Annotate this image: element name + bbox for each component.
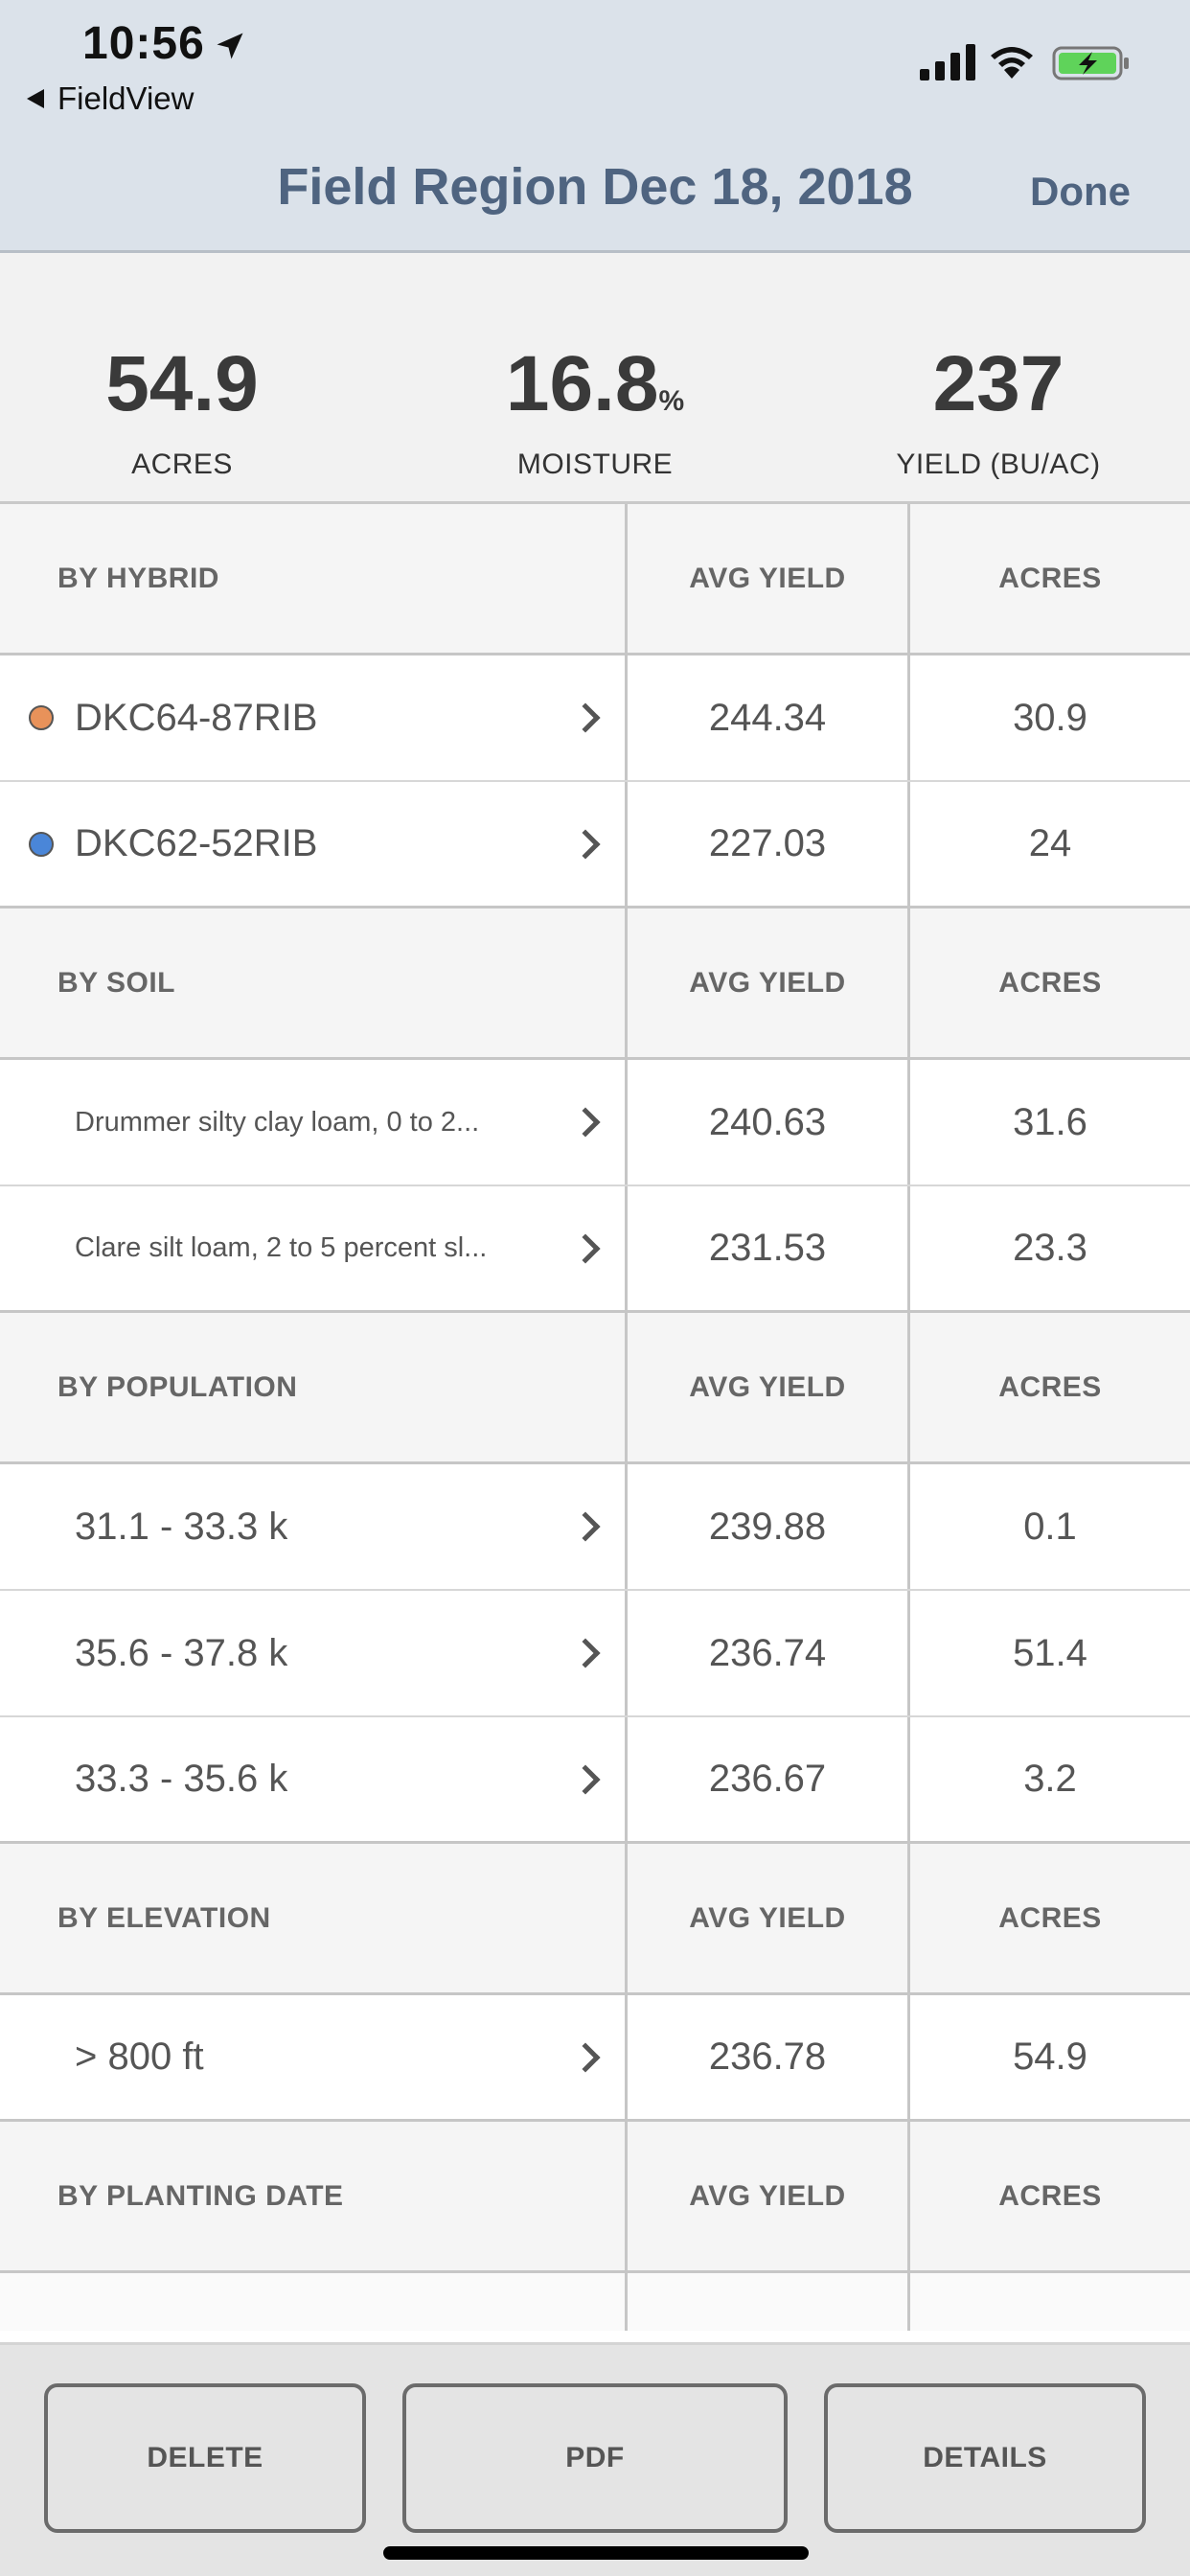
column-header-avg-yield: AVG YIELD <box>628 2122 910 2270</box>
acres-stat: 54.9 ACRES <box>0 345 364 481</box>
table-row[interactable]: 31.1 - 33.3 k 239.88 0.1 <box>0 1464 1190 1591</box>
battery-charging-icon <box>1052 46 1129 80</box>
table-row[interactable]: 33.3 - 35.6 k 236.67 3.2 <box>0 1717 1190 1844</box>
row-name: Clare silt loam, 2 to 5 percent sl... <box>75 1232 488 1263</box>
moisture-unit: % <box>658 385 685 417</box>
chevron-right-icon <box>570 1638 601 1668</box>
chevron-right-icon <box>570 2041 601 2073</box>
yield-stat: 237 YIELD (BU/AC) <box>816 345 1180 481</box>
delete-button[interactable]: DELETE <box>44 2383 366 2533</box>
acres-label: ACRES <box>131 448 233 480</box>
back-triangle-icon <box>27 89 44 108</box>
table-row[interactable]: Clare silt loam, 2 to 5 percent sl... 23… <box>0 1186 1190 1313</box>
section-title: BY ELEVATION <box>0 1844 628 1992</box>
moisture-label: MOISTURE <box>516 448 674 480</box>
acres-value: 54.9 <box>105 340 259 427</box>
row-avg-yield: 240.63 <box>628 1060 910 1184</box>
location-arrow-icon <box>217 33 243 59</box>
section-header-soil: BY SOIL AVG YIELD ACRES <box>0 908 1190 1060</box>
column-header-acres: ACRES <box>998 562 1102 594</box>
section-header-elevation: BY ELEVATION AVG YIELD ACRES <box>0 1844 1190 1995</box>
hybrid-color-dot <box>29 705 54 730</box>
row-acres: 51.4 <box>1013 1631 1087 1674</box>
details-button[interactable]: DETAILS <box>824 2383 1146 2533</box>
chevron-right-icon <box>570 1511 601 1542</box>
yield-value: 237 <box>932 340 1064 427</box>
summary-panel: 54.9 ACRES 16.8% MOISTURE 237 YIELD (BU/… <box>0 253 1190 504</box>
done-button[interactable]: Done <box>1030 169 1131 214</box>
table-row[interactable]: > 800 ft 236.78 54.9 <box>0 1995 1190 2122</box>
row-name: 35.6 - 37.8 k <box>75 1631 288 1674</box>
section-header-population: BY POPULATION AVG YIELD ACRES <box>0 1313 1190 1464</box>
row-avg-yield: 244.34 <box>628 656 910 780</box>
section-title: BY SOIL <box>0 908 628 1057</box>
row-acres: 3.2 <box>1023 1758 1077 1800</box>
row-acres: 31.6 <box>1013 1100 1087 1143</box>
section-header-hybrid: BY HYBRID AVG YIELD ACRES <box>0 504 1190 656</box>
home-indicator[interactable] <box>383 2546 809 2560</box>
row-avg-yield: 231.53 <box>628 1186 910 1310</box>
column-header-avg-yield: AVG YIELD <box>628 1313 910 1461</box>
column-header-avg-yield: AVG YIELD <box>628 504 910 653</box>
section-title: BY POPULATION <box>0 1313 628 1461</box>
signal-icon <box>920 44 975 80</box>
moisture-stat: 16.8% MOISTURE <box>413 345 777 481</box>
chevron-right-icon <box>570 1763 601 1795</box>
column-header-avg-yield: AVG YIELD <box>628 908 910 1057</box>
action-bar: DELETE PDF DETAILS <box>0 2342 1190 2576</box>
chevron-right-icon <box>570 702 601 733</box>
row-name: Drummer silty clay loam, 0 to 2... <box>75 1106 480 1138</box>
row-avg-yield: 236.74 <box>628 1591 910 1715</box>
row-avg-yield: 236.78 <box>628 1995 910 2119</box>
row-acres: 30.9 <box>1013 696 1087 739</box>
navigation-header: 10:56 FieldView Field Region Dec 18, 201… <box>0 0 1190 253</box>
row-name: 33.3 - 35.6 k <box>75 1758 288 1800</box>
chevron-right-icon <box>570 1232 601 1264</box>
table-row-partial <box>0 2273 1190 2331</box>
back-app-label: FieldView <box>57 80 195 116</box>
row-avg-yield: 239.88 <box>628 1464 910 1589</box>
column-header-acres: ACRES <box>998 966 1102 999</box>
breakdown-table[interactable]: BY HYBRID AVG YIELD ACRES DKC64-87RIB 24… <box>0 504 1190 2342</box>
section-title: BY PLANTING DATE <box>0 2122 628 2270</box>
row-acres: 54.9 <box>1013 2036 1087 2078</box>
wifi-icon <box>991 47 1033 79</box>
row-acres: 23.3 <box>1013 1227 1087 1269</box>
table-row[interactable]: 35.6 - 37.8 k 236.74 51.4 <box>0 1591 1190 1717</box>
back-to-app-link[interactable]: FieldView <box>27 80 194 117</box>
section-header-planting-date: BY PLANTING DATE AVG YIELD ACRES <box>0 2122 1190 2273</box>
section-title: BY HYBRID <box>0 504 628 653</box>
chevron-right-icon <box>570 828 601 860</box>
row-avg-yield: 227.03 <box>628 782 910 906</box>
column-header-acres: ACRES <box>998 1370 1102 1403</box>
row-avg-yield: 236.67 <box>628 1717 910 1841</box>
hybrid-color-dot <box>29 831 54 857</box>
yield-label: YIELD (BU/AC) <box>896 448 1101 480</box>
moisture-value: 16.8 <box>505 340 659 427</box>
page-title: Field Region Dec 18, 2018 <box>277 158 913 216</box>
status-time: 10:56 <box>82 18 205 69</box>
row-name: > 800 ft <box>75 2036 204 2078</box>
column-header-acres: ACRES <box>998 1901 1102 1934</box>
chevron-right-icon <box>570 1107 601 1138</box>
table-row[interactable]: DKC64-87RIB 244.34 30.9 <box>0 656 1190 782</box>
column-header-avg-yield: AVG YIELD <box>628 1844 910 1992</box>
row-name: 31.1 - 33.3 k <box>75 1505 288 1548</box>
row-acres: 24 <box>1028 822 1072 864</box>
column-header-acres: ACRES <box>998 2179 1102 2212</box>
pdf-button[interactable]: PDF <box>402 2383 788 2533</box>
row-acres: 0.1 <box>1023 1505 1077 1548</box>
table-row[interactable]: Drummer silty clay loam, 0 to 2... 240.6… <box>0 1060 1190 1186</box>
table-row[interactable]: DKC62-52RIB 227.03 24 <box>0 782 1190 908</box>
